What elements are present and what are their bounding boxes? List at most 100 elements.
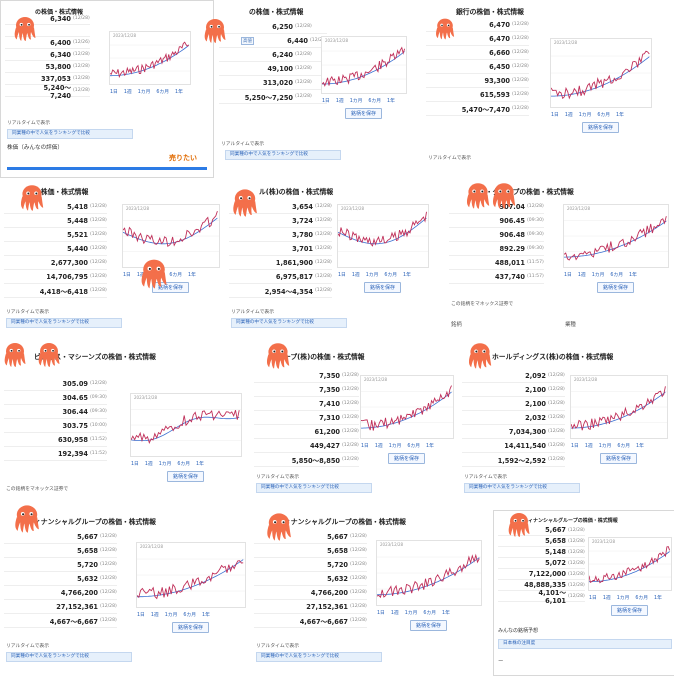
period-tab[interactable]: 1年 [196, 462, 204, 467]
save-stock-button[interactable]: 銘柄を保存 [152, 282, 190, 293]
save-stock-button[interactable]: 銘柄を保存 [597, 282, 635, 293]
period-tab[interactable]: 1年 [629, 273, 637, 278]
period-tab[interactable]: 1カ月 [591, 273, 605, 278]
period-tab[interactable]: 1カ月 [164, 613, 178, 618]
period-tab[interactable]: 6カ月 [423, 611, 437, 616]
period-tab[interactable]: 1日 [564, 273, 572, 278]
save-stock-button[interactable]: 銘柄を保存 [611, 605, 649, 616]
period-tab[interactable]: 1年 [442, 611, 450, 616]
period-tab[interactable]: 1年 [202, 613, 210, 618]
ranking-link[interactable]: 同業種の中で人気をランキングで比較 [464, 483, 580, 493]
quote-row: 437,740 (11:57) [449, 270, 544, 284]
footer-link[interactable]: 業種 [565, 322, 576, 328]
quote-value: 6,660 [489, 48, 510, 57]
period-tab[interactable]: 1日 [551, 113, 559, 118]
save-stock-button[interactable]: 銘柄を保存 [172, 622, 210, 633]
period-tab[interactable]: 1年 [175, 90, 183, 95]
save-stock-button[interactable]: 銘柄を保存 [582, 122, 620, 133]
quote-value: 1,592〜2,592 [497, 456, 546, 465]
period-tab[interactable]: 1年 [426, 444, 434, 449]
period-tab[interactable]: 6カ月 [617, 444, 631, 449]
period-tab[interactable]: 1週 [351, 273, 360, 278]
quote-date: (12/28) [548, 387, 565, 392]
period-tab[interactable]: 1週 [144, 462, 153, 467]
period-tab[interactable]: 1週 [390, 611, 399, 616]
period-tab[interactable]: 1カ月 [388, 444, 402, 449]
ranking-link[interactable]: 同業種の中で人気をランキングで比較 [7, 129, 133, 139]
period-tab[interactable]: 1週 [577, 273, 586, 278]
period-tab[interactable]: 1年 [403, 273, 411, 278]
period-tab[interactable]: 1週 [564, 113, 573, 118]
period-tab[interactable]: 1日 [110, 90, 118, 95]
period-tab[interactable]: 1日 [137, 613, 145, 618]
period-tab[interactable]: 6カ月 [610, 273, 624, 278]
ranking-link[interactable]: 同業種の中で人気をランキングで比較 [6, 652, 132, 662]
ranking-link[interactable]: 同業種の中で人気をランキングで比較 [6, 318, 122, 328]
period-tab[interactable]: 1週 [602, 596, 611, 601]
period-tab[interactable]: 1日 [322, 99, 330, 104]
ranking-link[interactable]: 同業種の中で人気をランキングで比較 [256, 483, 372, 493]
period-tab[interactable]: 6カ月 [183, 613, 197, 618]
period-tab[interactable]: 1カ月 [404, 611, 418, 616]
period-tab[interactable]: 1日 [361, 444, 369, 449]
stock-panel: の株価・株式情報 6,340 (12/28) 6,400 (12/26) 6,340 (12… [0, 0, 214, 178]
save-stock-button[interactable]: 銘柄を保存 [167, 471, 205, 482]
period-tab[interactable]: 1年 [387, 99, 395, 104]
period-tab[interactable]: 1週 [374, 444, 383, 449]
period-tab[interactable]: 1週 [150, 613, 159, 618]
period-tab[interactable]: 1カ月 [365, 273, 379, 278]
save-stock-button[interactable]: 銘柄を保存 [388, 453, 426, 464]
period-tab[interactable]: 1カ月 [616, 596, 630, 601]
ranking-link[interactable]: 同業種の中で人気をランキングで比較 [256, 652, 382, 662]
period-tab[interactable]: 1カ月 [598, 444, 612, 449]
period-tab[interactable]: 6カ月 [635, 596, 649, 601]
save-stock-button[interactable]: 銘柄を保存 [364, 282, 402, 293]
ranking-link[interactable]: 同業種の中で人気をランキングで比較 [231, 318, 347, 328]
period-tab[interactable]: 1日 [377, 611, 385, 616]
period-tab[interactable]: 1カ月 [158, 462, 172, 467]
period-tab[interactable]: 1日 [123, 273, 131, 278]
period-tab[interactable]: 1日 [589, 596, 597, 601]
period-tab[interactable]: 1年 [636, 444, 644, 449]
period-tab[interactable]: 6カ月 [177, 462, 191, 467]
period-tab[interactable]: 6カ月 [597, 113, 611, 118]
period-tab[interactable]: 6カ月 [407, 444, 421, 449]
period-tab[interactable]: 1日 [131, 462, 139, 467]
save-stock-button[interactable]: 銘柄を保存 [600, 453, 638, 464]
period-tab[interactable]: 1週 [123, 90, 132, 95]
save-stock-button[interactable]: 銘柄を保存 [345, 108, 383, 119]
period-tab[interactable]: 1日 [571, 444, 579, 449]
period-tab[interactable]: 6カ月 [368, 99, 382, 104]
ranking-link[interactable]: 同業種の中で人気をランキングで比較 [225, 150, 341, 160]
period-tab[interactable]: 1カ月 [137, 90, 151, 95]
footer-link[interactable]: 銘柄 [451, 322, 462, 328]
period-tab[interactable]: 1年 [188, 273, 196, 278]
attention-bar[interactable]: 日本株の注目度 [498, 639, 672, 649]
period-tab[interactable]: 1カ月 [578, 113, 592, 118]
period-tab[interactable]: 1週 [584, 444, 593, 449]
period-tab[interactable]: 6カ月 [156, 90, 170, 95]
period-tab[interactable]: 6カ月 [384, 273, 398, 278]
period-tab[interactable]: 1カ月 [349, 99, 363, 104]
period-tab[interactable]: 1年 [654, 596, 662, 601]
period-tab[interactable]: 1日 [338, 273, 346, 278]
quote-row: 2,954〜4,354 (12/28) [229, 284, 332, 298]
period-tab[interactable]: 6カ月 [169, 273, 183, 278]
period-tab[interactable]: 1年 [616, 113, 624, 118]
save-stock-button[interactable]: 銘柄を保存 [410, 620, 448, 631]
period-tab[interactable]: 1週 [136, 273, 145, 278]
period-tab[interactable]: 1週 [335, 99, 344, 104]
quote-row: 27,152,361 (12/28) [4, 600, 117, 614]
